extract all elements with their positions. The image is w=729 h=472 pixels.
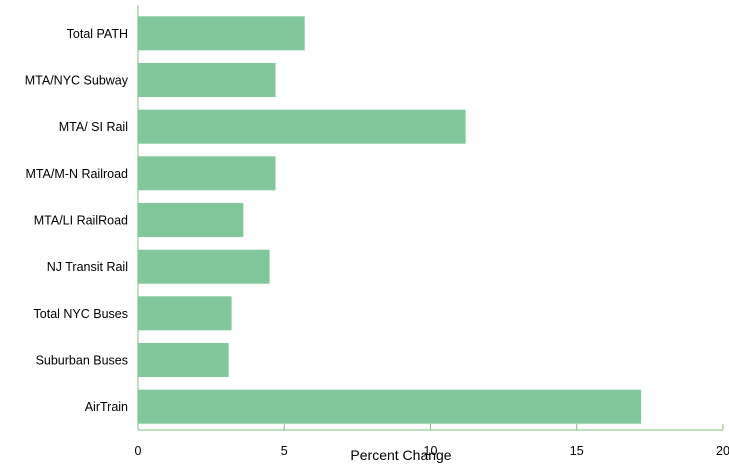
labels-layer: Total PATH MTA/NYC Subway MTA/ SI Rail MTA/… xyxy=(25,27,729,458)
bar-total-nyc-buses xyxy=(138,296,232,331)
category-label-mta-si-rail: MTA/ SI Rail xyxy=(59,120,128,134)
category-label-mta-m-n-railroad: MTA/M-N Railroad xyxy=(25,167,128,181)
bar-total-path xyxy=(138,16,305,51)
bar-airtrain xyxy=(138,389,642,424)
bar-mta-li-railroad xyxy=(138,203,244,237)
bar-mta-si-rail xyxy=(138,109,466,144)
bar-mta-nyc-subway xyxy=(138,63,276,97)
x-tick-label: 5 xyxy=(281,444,288,458)
x-tick-label: 20 xyxy=(716,444,729,458)
bars-layer xyxy=(138,16,642,424)
x-tick-label: 15 xyxy=(570,444,584,458)
category-label-suburban-buses: Suburban Buses xyxy=(36,354,128,368)
category-label-airtrain: AirTrain xyxy=(85,400,128,414)
bar-mta-m-n-railroad xyxy=(138,156,276,191)
bar-suburban-buses xyxy=(138,343,229,377)
x-tick-label: 0 xyxy=(135,444,142,458)
x-axis-title: Percent Change xyxy=(350,447,451,463)
category-label-total-path: Total PATH xyxy=(67,27,128,41)
category-label-mta-nyc-subway: MTA/NYC Subway xyxy=(25,74,129,88)
category-label-total-nyc-buses: Total NYC Buses xyxy=(34,307,128,321)
category-label-mta-li-railroad: MTA/LI RailRoad xyxy=(34,214,128,228)
bar-nj-transit-rail xyxy=(138,249,270,284)
axes-layer xyxy=(137,5,724,431)
x-tick-label: 10 xyxy=(424,444,438,458)
category-label-nj-transit-rail: NJ Transit Rail xyxy=(47,260,128,274)
